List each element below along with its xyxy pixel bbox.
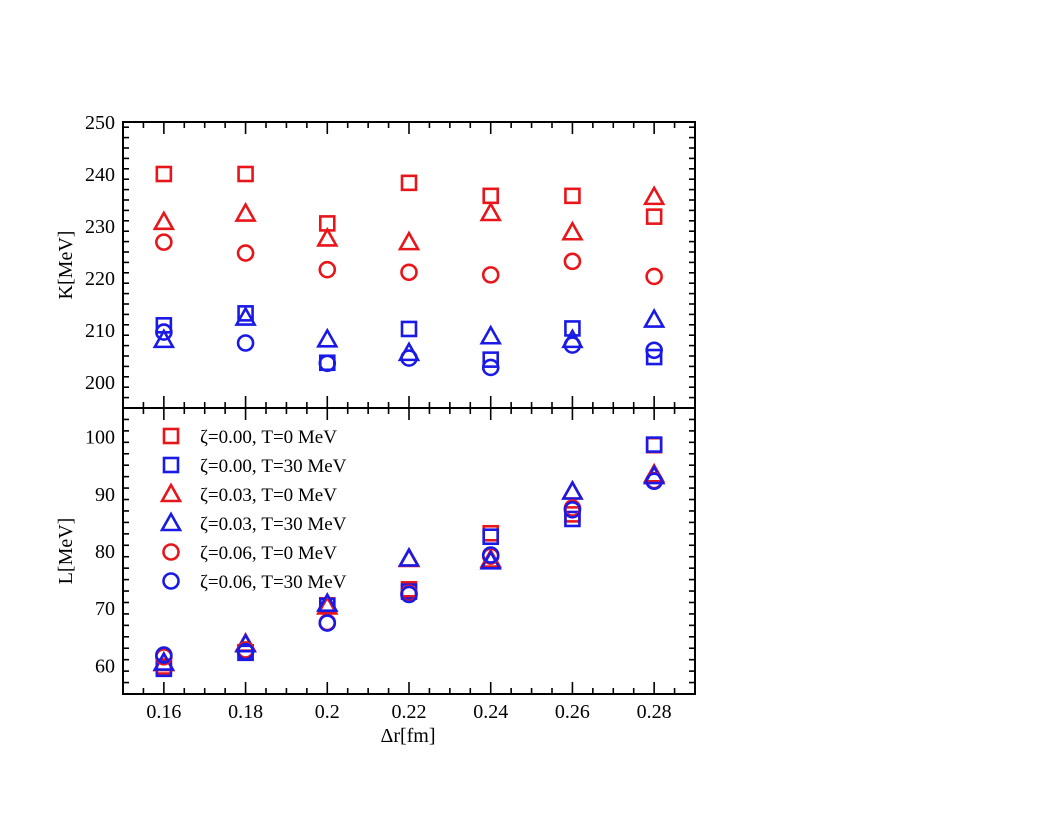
data-point-circle [481, 358, 500, 377]
data-point-triangle [642, 307, 666, 328]
data-point-triangle [316, 327, 339, 348]
data-point-circle [481, 266, 500, 284]
x-axis: 0.16 0.18 0.2 0.22 0.24 0.26 0.28 [146, 701, 671, 723]
data-point-circle [481, 546, 500, 564]
y-tick-label: 240 [85, 164, 115, 186]
y-tick-label: 60 [95, 655, 115, 677]
y-tick-label: 230 [85, 216, 115, 238]
y-tick-label: 200 [85, 372, 115, 394]
legend-entry-label: ζ=0.00, T=30 MeV [200, 456, 347, 477]
x-tick-label: 0.16 [146, 701, 181, 723]
l-panel: 60 70 80 90 100 L[MeV] [55, 407, 696, 695]
legend-entry-label: ζ=0.06, T=30 MeV [200, 572, 347, 593]
data-point-square [482, 528, 500, 546]
data-point-circle [155, 233, 173, 251]
legend-entry-label: ζ=0.03, T=0 MeV [200, 485, 337, 506]
x-tick-label: 0.24 [473, 701, 508, 723]
data-point-circle [645, 472, 663, 491]
legend-marker-triangle [159, 482, 183, 503]
legend-entry-label: ζ=0.00, T=0 MeV [200, 427, 337, 448]
data-point-circle [236, 642, 255, 661]
y-tick-label: 90 [95, 484, 115, 506]
data-point-square [400, 320, 418, 338]
data-point-circle [563, 336, 582, 354]
legend-marker-circle [162, 572, 180, 590]
data-point-square [645, 208, 663, 225]
data-point-circle [400, 349, 418, 367]
data-point-circle [400, 585, 418, 604]
x-tick-label: 0.22 [392, 701, 427, 723]
k-panel: 200 210 220 230 240 250 K[MeV] [55, 112, 696, 409]
data-point-triangle [397, 230, 421, 251]
data-point-square [482, 187, 500, 205]
data-point-triangle [642, 185, 666, 206]
data-point-circle [155, 323, 173, 341]
data-point-circle [645, 267, 663, 286]
data-point-circle [645, 341, 663, 360]
data-point-square [645, 348, 663, 366]
data-point-circle [318, 614, 337, 632]
data-point-square [645, 436, 663, 454]
legend-marker-square [162, 456, 180, 474]
data-point-square [564, 187, 581, 205]
x-axis-label: Δr[fm] [380, 725, 435, 747]
data-point-circle [236, 334, 255, 352]
data-point-circle [318, 260, 337, 279]
data-point-triangle [316, 591, 339, 612]
data-point-triangle [316, 594, 339, 615]
data-point-triangle [397, 546, 421, 567]
legend-marker-triangle [159, 511, 183, 532]
data-point-circle [563, 252, 582, 271]
data-point-square [237, 165, 254, 183]
data-point-circle [400, 263, 418, 282]
data-point-triangle [561, 479, 584, 500]
data-point-square [155, 165, 173, 183]
data-point-triangle [561, 220, 584, 241]
data-point-square [482, 351, 500, 368]
data-point-circle [236, 244, 255, 262]
data-point-square [564, 510, 581, 528]
x-tick-label: 0.18 [228, 701, 263, 723]
y-tick-label: 210 [85, 320, 115, 342]
legend-marker-circle [162, 543, 180, 561]
data-point-triangle [234, 201, 257, 222]
data-point-triangle [152, 210, 176, 231]
data-point-circle [318, 354, 337, 373]
x-tick-label: 0.28 [637, 701, 672, 723]
legend-entry-label: ζ=0.06, T=0 MeV [200, 543, 337, 564]
legend: ζ=0.00, T=0 MeV ζ=0.00, T=30 MeV ζ=0.03, T… [159, 427, 347, 593]
k-axis-label: K[MeV] [55, 231, 77, 300]
x-tick-label: 0.26 [555, 701, 590, 723]
x-tick-label: 0.2 [315, 701, 340, 723]
data-point-triangle [234, 305, 257, 326]
data-point-square [645, 436, 663, 453]
data-point-square [482, 524, 500, 542]
y-tick-label: 250 [85, 112, 115, 134]
y-tick-label: 80 [95, 541, 115, 563]
y-tick-label: 220 [85, 268, 115, 290]
data-point-triangle [479, 201, 502, 222]
y-tick-label: 100 [85, 427, 115, 449]
data-point-triangle [316, 226, 339, 247]
y-tick-label: 70 [95, 598, 115, 620]
data-point-circle [155, 646, 173, 664]
legend-marker-square [162, 427, 180, 445]
data-point-circle [563, 501, 582, 519]
data-point-square [400, 174, 418, 192]
l-axis-label: L[MeV] [55, 518, 77, 585]
data-point-square [564, 320, 581, 337]
legend-entry-label: ζ=0.03, T=30 MeV [200, 514, 347, 535]
data-point-triangle [479, 324, 502, 345]
